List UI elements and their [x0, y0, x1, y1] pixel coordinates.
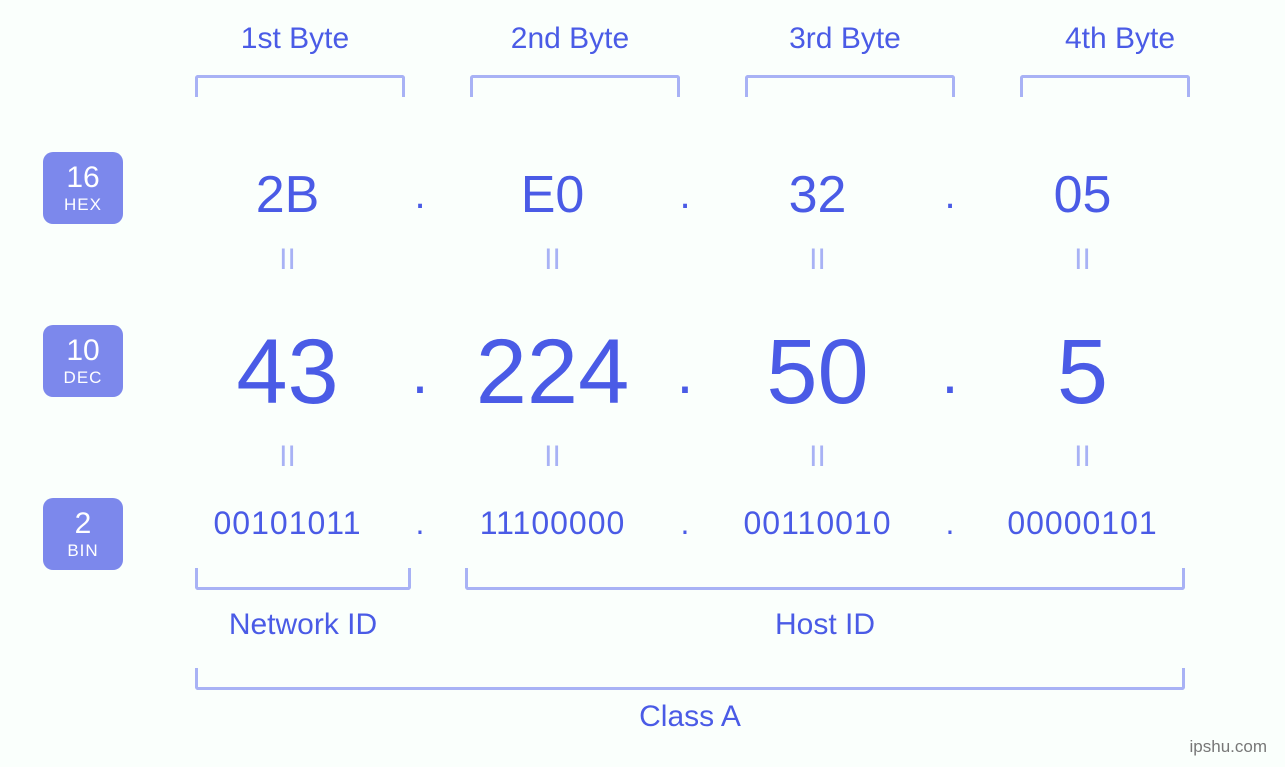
bin-byte-2: 11100000	[440, 505, 665, 542]
hex-row: 2B . E0 . 32 . 05	[175, 165, 1195, 225]
bin-row: 00101011 . 11100000 . 00110010 . 0000010…	[175, 505, 1195, 542]
base-badge-dec: 10 DEC	[43, 325, 123, 397]
base-name-hex: HEX	[64, 196, 102, 213]
dot: .	[400, 505, 440, 542]
host-id-bracket	[465, 568, 1185, 590]
bin-byte-3: 00110010	[705, 505, 930, 542]
equals-icon: II	[440, 243, 665, 277]
dec-row: 43 . 224 . 50 . 5	[175, 320, 1195, 425]
equals-icon: II	[175, 440, 400, 474]
base-name-bin: BIN	[67, 542, 98, 559]
byte-bracket-top-4	[1020, 75, 1190, 97]
equals-icon: II	[705, 440, 930, 474]
dot: .	[930, 505, 970, 542]
equals-icon: II	[175, 243, 400, 277]
byte-label-1: 1st Byte	[195, 22, 395, 56]
equals-icon: II	[970, 440, 1195, 474]
byte-label-4: 4th Byte	[1020, 22, 1220, 56]
network-id-label: Network ID	[195, 608, 411, 642]
base-num-dec: 10	[66, 336, 99, 366]
byte-bracket-top-2	[470, 75, 680, 97]
base-num-hex: 16	[66, 163, 99, 193]
class-label: Class A	[195, 700, 1185, 734]
byte-label-3: 3rd Byte	[745, 22, 945, 56]
base-name-dec: DEC	[64, 369, 103, 386]
bin-byte-1: 00101011	[175, 505, 400, 542]
dec-byte-3: 50	[705, 320, 930, 425]
bin-byte-4: 00000101	[970, 505, 1195, 542]
hex-byte-3: 32	[705, 165, 930, 225]
dec-byte-2: 224	[440, 320, 665, 425]
byte-bracket-top-1	[195, 75, 405, 97]
dot: .	[930, 173, 970, 218]
base-num-bin: 2	[75, 509, 92, 539]
dec-byte-4: 5	[970, 320, 1195, 425]
equals-row-1: II II II II	[175, 243, 1195, 277]
equals-icon: II	[440, 440, 665, 474]
hex-byte-1: 2B	[175, 165, 400, 225]
equals-icon: II	[705, 243, 930, 277]
byte-label-2: 2nd Byte	[470, 22, 670, 56]
dot: .	[400, 338, 440, 407]
watermark: ipshu.com	[1190, 737, 1267, 757]
class-bracket	[195, 668, 1185, 690]
hex-byte-4: 05	[970, 165, 1195, 225]
equals-icon: II	[970, 243, 1195, 277]
dec-byte-1: 43	[175, 320, 400, 425]
dot: .	[400, 173, 440, 218]
dot: .	[930, 338, 970, 407]
ip-address-diagram: 1st Byte 2nd Byte 3rd Byte 4th Byte 16 H…	[0, 0, 1285, 767]
dot: .	[665, 173, 705, 218]
network-id-bracket	[195, 568, 411, 590]
dot: .	[665, 338, 705, 407]
host-id-label: Host ID	[465, 608, 1185, 642]
base-badge-hex: 16 HEX	[43, 152, 123, 224]
dot: .	[665, 505, 705, 542]
hex-byte-2: E0	[440, 165, 665, 225]
equals-row-2: II II II II	[175, 440, 1195, 474]
byte-bracket-top-3	[745, 75, 955, 97]
base-badge-bin: 2 BIN	[43, 498, 123, 570]
